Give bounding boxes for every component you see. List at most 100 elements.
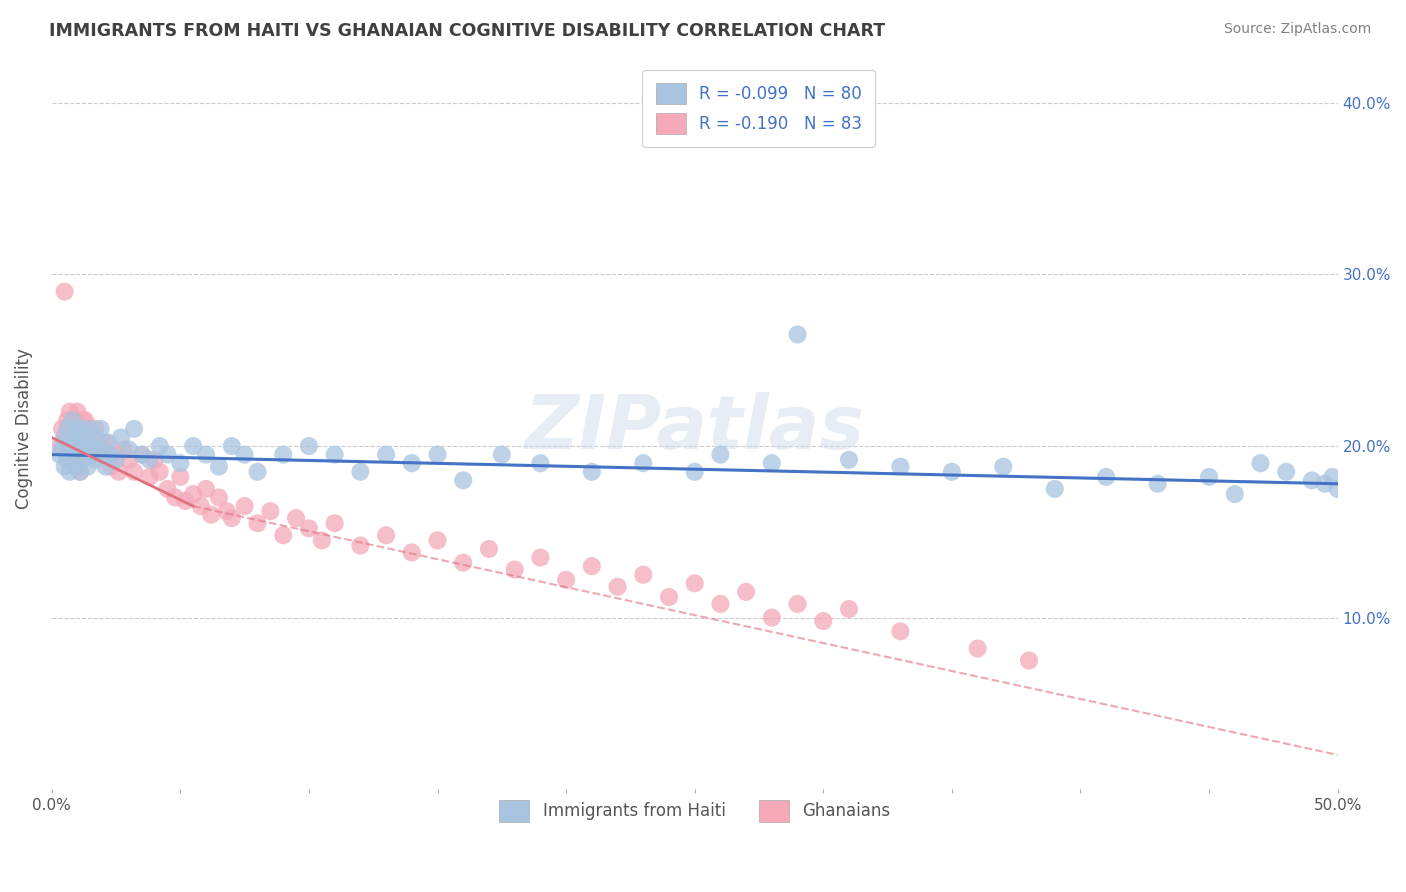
Point: [285, 511, 308, 525]
Point: [246, 516, 269, 531]
Point: [60, 413, 83, 427]
Point: [298, 521, 321, 535]
Point: [1223, 487, 1246, 501]
Point: [122, 422, 145, 436]
Point: [1146, 476, 1168, 491]
Point: [60, 448, 83, 462]
Point: [60, 448, 83, 462]
Point: [966, 641, 988, 656]
Point: [581, 465, 603, 479]
Point: [735, 585, 758, 599]
Point: [76, 439, 98, 453]
Point: [87, 439, 110, 453]
Point: [63, 459, 86, 474]
Point: [66, 452, 89, 467]
Point: [56, 413, 79, 427]
Point: [91, 442, 114, 457]
Point: [1326, 482, 1348, 496]
Point: [66, 442, 89, 457]
Point: [1301, 474, 1323, 488]
Point: [889, 459, 911, 474]
Point: [90, 448, 112, 462]
Point: [51, 422, 73, 436]
Point: [107, 465, 129, 479]
Point: [165, 491, 187, 505]
Point: [323, 516, 346, 531]
Point: [761, 456, 783, 470]
Point: [1275, 465, 1298, 479]
Point: [426, 448, 449, 462]
Point: [156, 482, 179, 496]
Point: [349, 539, 371, 553]
Point: [84, 422, 107, 436]
Point: [138, 470, 160, 484]
Point: [633, 456, 655, 470]
Point: [683, 465, 706, 479]
Point: [375, 448, 398, 462]
Point: [786, 327, 808, 342]
Point: [401, 456, 423, 470]
Point: [138, 452, 160, 467]
Point: [1095, 470, 1118, 484]
Point: [84, 452, 107, 467]
Point: [69, 422, 91, 436]
Point: [195, 448, 218, 462]
Point: [97, 435, 120, 450]
Point: [761, 610, 783, 624]
Point: [59, 439, 82, 453]
Point: [79, 439, 101, 453]
Point: [208, 459, 231, 474]
Point: [156, 448, 179, 462]
Point: [122, 465, 145, 479]
Point: [110, 430, 132, 444]
Point: [993, 459, 1015, 474]
Point: [66, 448, 89, 462]
Point: [426, 533, 449, 548]
Point: [48, 439, 70, 453]
Point: [76, 448, 98, 462]
Point: [838, 452, 860, 467]
Point: [53, 430, 76, 444]
Text: Source: ZipAtlas.com: Source: ZipAtlas.com: [1223, 22, 1371, 37]
Point: [683, 576, 706, 591]
Point: [149, 439, 172, 453]
Point: [79, 422, 101, 436]
Point: [63, 422, 86, 436]
Point: [59, 439, 82, 453]
Point: [118, 442, 141, 457]
Point: [838, 602, 860, 616]
Point: [208, 491, 231, 505]
Point: [90, 422, 112, 436]
Point: [478, 541, 501, 556]
Point: [75, 439, 97, 453]
Text: ZIPatlas: ZIPatlas: [524, 392, 865, 466]
Point: [79, 422, 101, 436]
Point: [82, 448, 104, 462]
Point: [190, 499, 212, 513]
Text: IMMIGRANTS FROM HAITI VS GHANAIAN COGNITIVE DISABILITY CORRELATION CHART: IMMIGRANTS FROM HAITI VS GHANAIAN COGNIT…: [49, 22, 886, 40]
Point: [51, 439, 73, 453]
Point: [69, 465, 91, 479]
Point: [491, 448, 513, 462]
Point: [233, 448, 256, 462]
Point: [581, 559, 603, 574]
Point: [91, 448, 114, 462]
Point: [1250, 456, 1272, 470]
Point: [259, 504, 281, 518]
Point: [105, 452, 128, 467]
Point: [221, 439, 243, 453]
Point: [82, 439, 104, 453]
Point: [53, 459, 76, 474]
Point: [76, 459, 98, 474]
Point: [233, 499, 256, 513]
Point: [97, 448, 120, 462]
Point: [66, 405, 89, 419]
Point: [451, 556, 474, 570]
Point: [451, 474, 474, 488]
Point: [1313, 476, 1336, 491]
Point: [169, 470, 191, 484]
Y-axis label: Cognitive Disability: Cognitive Disability: [15, 349, 32, 509]
Point: [181, 439, 204, 453]
Point: [75, 448, 97, 462]
Point: [100, 448, 122, 462]
